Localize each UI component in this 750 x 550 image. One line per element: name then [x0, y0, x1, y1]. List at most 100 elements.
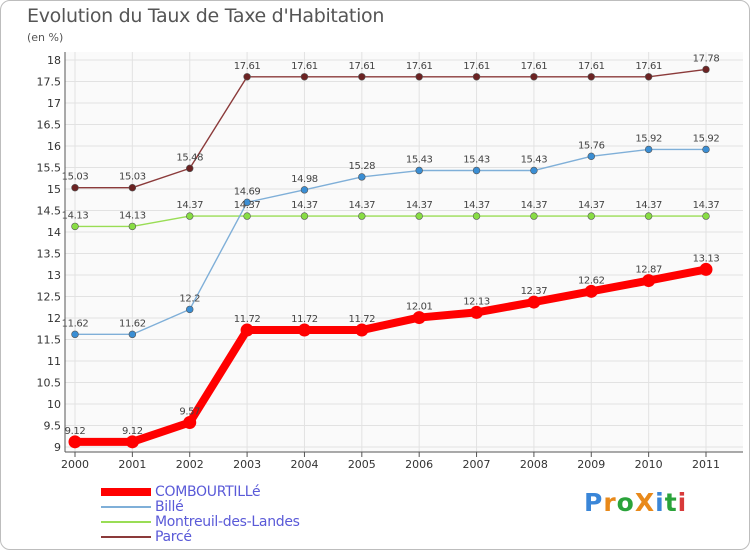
data-point — [71, 222, 79, 231]
data-point — [527, 295, 541, 309]
data-label: 15.03 — [119, 172, 146, 183]
data-point — [358, 173, 366, 181]
y-tick-label: 17 — [47, 97, 61, 110]
legend-swatch — [101, 536, 151, 538]
data-label: 12.13 — [463, 296, 490, 307]
legend-label: COMBOURTILLé — [155, 484, 261, 500]
data-label: 14.37 — [348, 200, 375, 211]
data-point — [415, 212, 423, 220]
chart-title: Evolution du Taux de Taxe d'Habitation — [27, 5, 385, 27]
legend-label: Parcé — [155, 529, 192, 545]
y-tick-label: 13.5 — [37, 248, 62, 261]
y-tick-label: 16.5 — [37, 119, 62, 132]
data-point — [186, 305, 194, 314]
data-point — [125, 435, 139, 449]
x-tick-label: 2007 — [463, 458, 491, 471]
y-tick-label: 14.5 — [37, 205, 62, 218]
data-point — [300, 73, 309, 81]
data-label: 11.62 — [62, 318, 89, 329]
data-label: 14.37 — [234, 200, 261, 211]
data-point — [415, 73, 423, 81]
data-point — [297, 323, 311, 337]
data-point — [415, 166, 423, 175]
logo-letter: X — [634, 488, 656, 517]
x-tick-label: 2006 — [405, 458, 433, 471]
x-tick-label: 2002 — [176, 458, 204, 471]
data-point — [702, 145, 710, 154]
data-label: 9.12 — [65, 426, 86, 437]
data-label: 14.37 — [635, 200, 662, 211]
data-label: 12.87 — [635, 265, 662, 276]
data-label: 14.37 — [291, 200, 318, 211]
x-tick-label: 2004 — [290, 458, 318, 471]
data-label: 15.92 — [635, 133, 662, 144]
data-point — [530, 166, 538, 175]
plot-background — [65, 52, 743, 452]
data-label: 17.61 — [234, 61, 261, 72]
data-label: 15.92 — [693, 133, 720, 144]
data-point — [300, 212, 309, 220]
data-label: 14.13 — [62, 210, 89, 221]
data-label: 15.43 — [406, 155, 433, 166]
data-point — [355, 323, 369, 337]
data-point — [642, 274, 656, 288]
logo-letter: i — [677, 488, 688, 517]
data-point — [358, 73, 366, 81]
data-point — [644, 145, 653, 154]
data-label: 14.37 — [406, 200, 433, 211]
y-tick-label: 9.5 — [44, 420, 62, 433]
data-label: 15.48 — [176, 152, 203, 163]
data-point — [702, 65, 710, 74]
data-label: 14.37 — [693, 200, 720, 211]
data-label: 13.13 — [693, 253, 720, 264]
data-point — [243, 212, 251, 220]
x-tick-label: 2011 — [692, 458, 720, 471]
x-tick-label: 2008 — [520, 458, 548, 471]
data-label: 14.37 — [463, 200, 490, 211]
y-tick-label: 9 — [54, 441, 61, 454]
data-point — [71, 184, 79, 192]
data-point — [128, 184, 137, 192]
legend-swatch — [101, 506, 151, 508]
data-label: 14.13 — [119, 210, 146, 221]
legend-swatch — [101, 488, 151, 496]
logo-letter: t — [664, 488, 678, 517]
data-label: 11.62 — [119, 318, 146, 329]
y-tick-label: 12.5 — [37, 291, 62, 304]
x-tick-label: 2009 — [577, 458, 605, 471]
y-tick-label: 17.5 — [37, 76, 62, 89]
y-tick-label: 15 — [47, 183, 61, 196]
y-tick-label: 10 — [47, 398, 61, 411]
y-tick-label: 12 — [47, 312, 61, 325]
legend-label: Montreuil-des-Landes — [155, 514, 300, 530]
y-tick-label: 11 — [47, 355, 61, 368]
data-label: 15.43 — [521, 155, 548, 166]
logo-letter: o — [616, 488, 635, 517]
data-point — [587, 152, 595, 161]
legend-label: Billé — [155, 499, 184, 515]
data-label: 9.12 — [122, 426, 143, 437]
y-tick-label: 15.5 — [37, 162, 62, 175]
data-label: 14.37 — [176, 200, 203, 211]
y-tick-label: 14 — [47, 226, 61, 239]
data-point — [699, 262, 713, 276]
data-point — [472, 73, 481, 81]
data-point — [644, 212, 653, 220]
data-point — [530, 73, 538, 81]
data-point — [243, 73, 251, 81]
data-label: 17.61 — [348, 61, 375, 72]
data-label: 17.61 — [463, 61, 490, 72]
y-tick-label: 13 — [47, 269, 61, 282]
x-tick-label: 2010 — [635, 458, 663, 471]
data-point — [128, 222, 137, 231]
y-tick-label: 18 — [47, 54, 61, 67]
data-label: 15.28 — [348, 161, 375, 172]
x-tick-label: 2001 — [118, 458, 146, 471]
data-point — [644, 73, 653, 81]
series-line — [75, 68, 707, 189]
data-point — [186, 212, 194, 220]
data-label: 12.2 — [179, 293, 200, 304]
data-label: 14.37 — [521, 200, 548, 211]
